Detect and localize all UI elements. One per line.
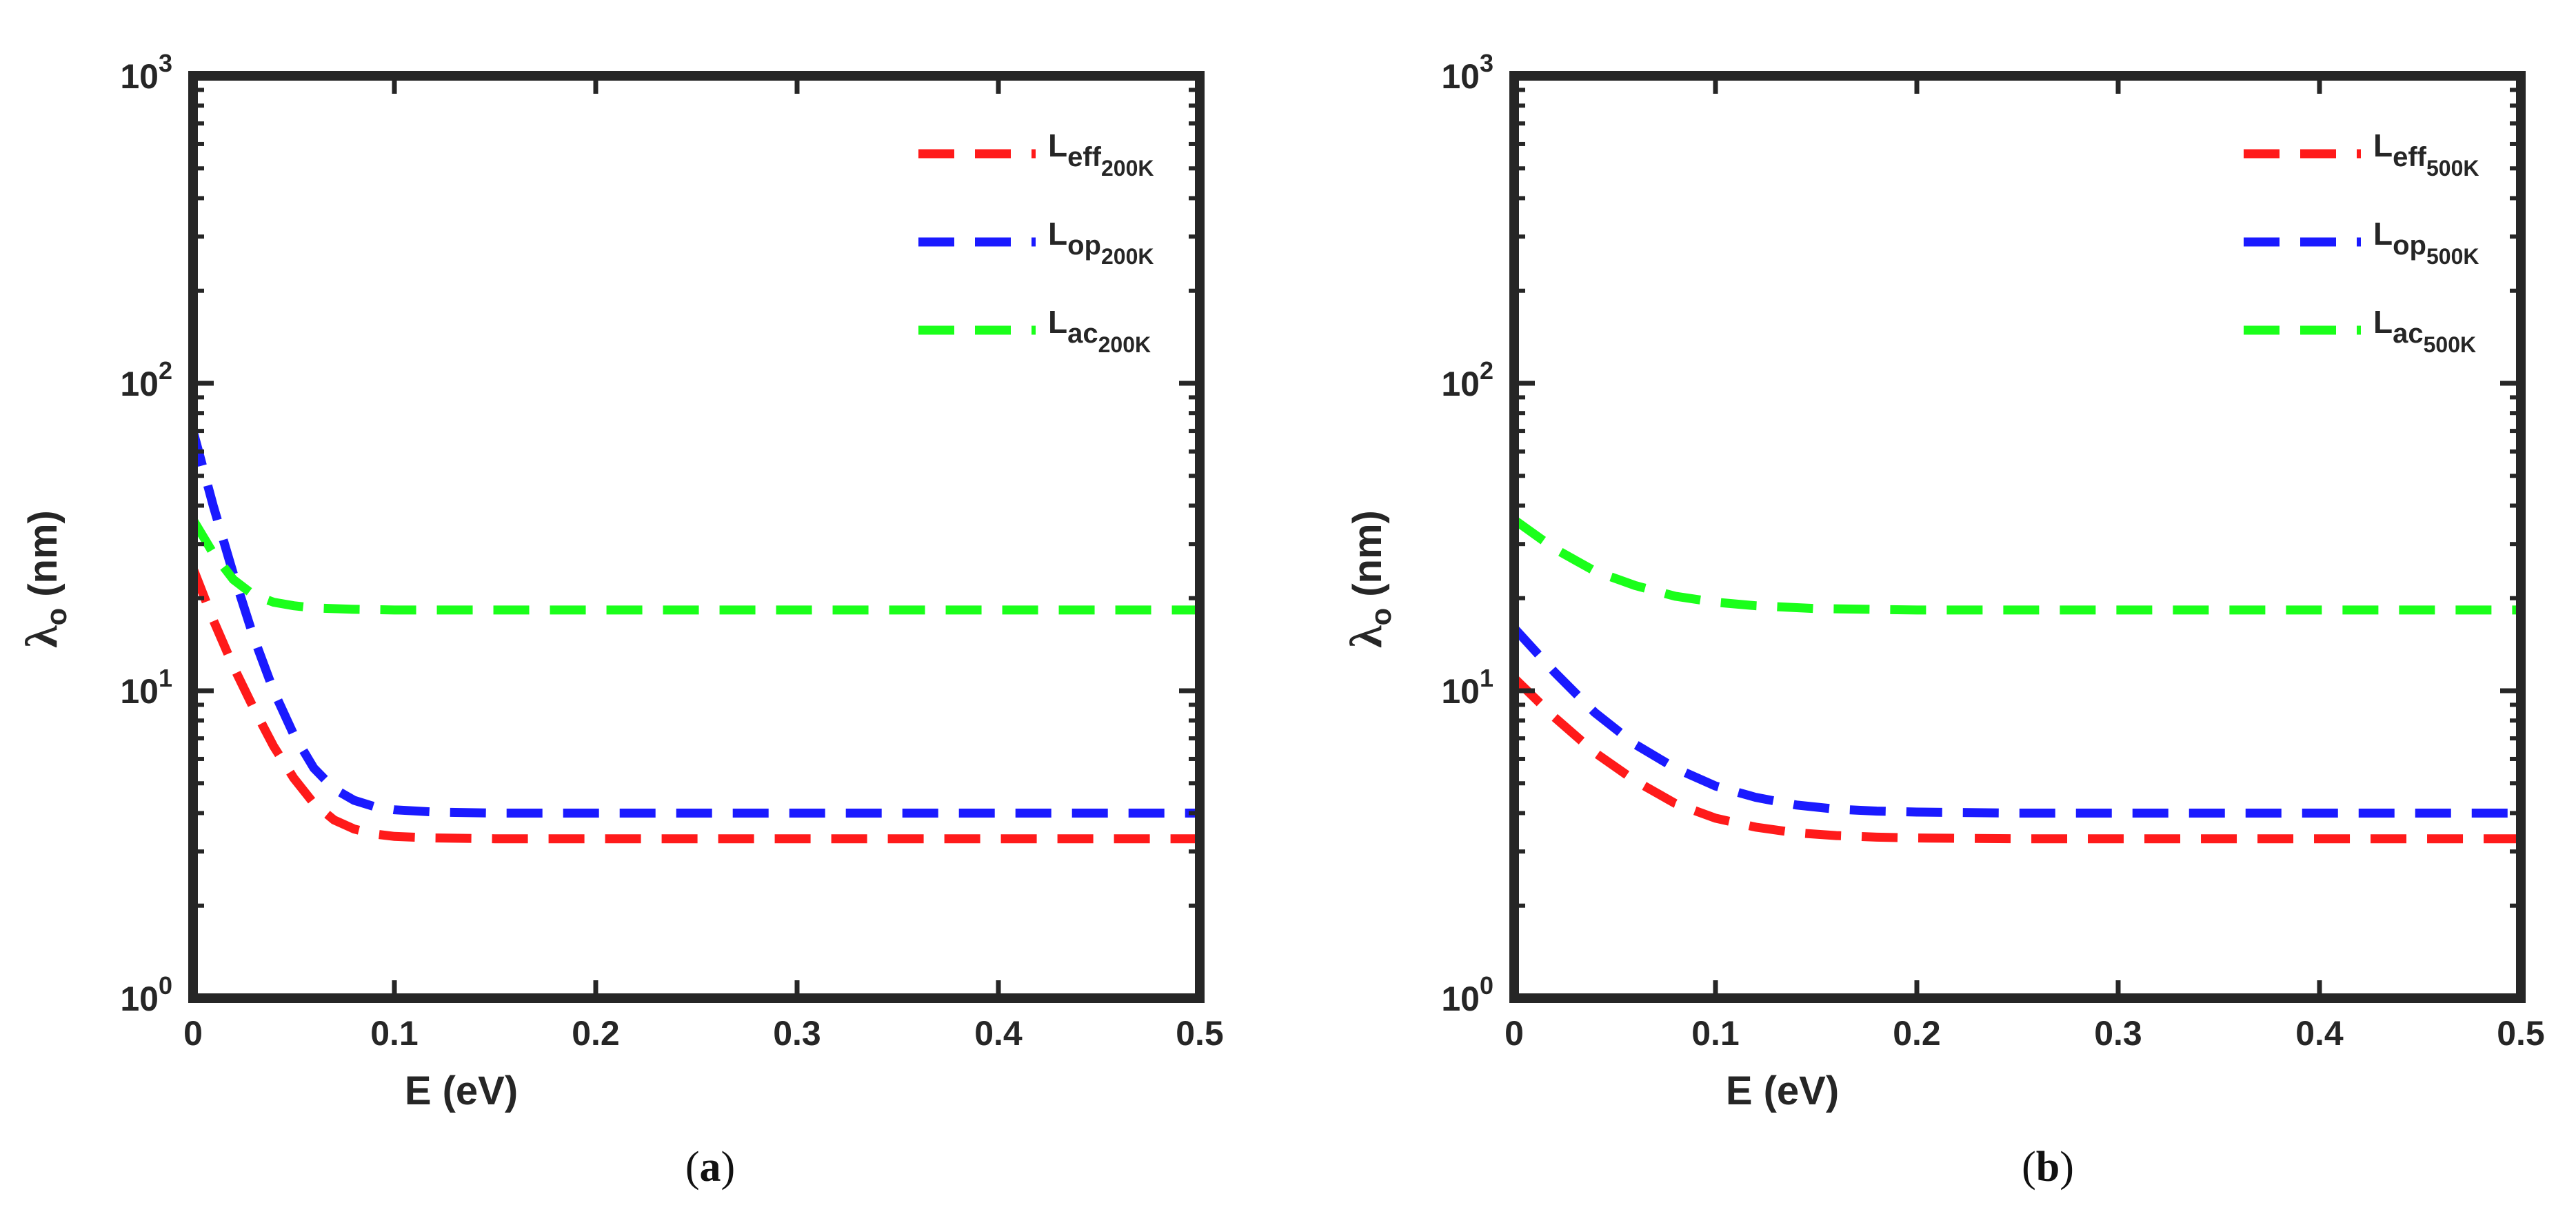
chart-panel-b: 0 0.1 0.2 0.3 0.4 0.5 100 101 102 103 E (eV) λo (n… (1341, 49, 2545, 1191)
x-tick-label: 0.5 (2497, 1014, 2545, 1053)
y-tick-label: 100 (120, 971, 172, 1018)
x-tick-label: 0.2 (572, 1014, 620, 1053)
y-axis-symbol: λ (1341, 625, 1391, 648)
chart-panel-a: 0 0.1 0.2 0.3 0.4 0.5 100 101 102 103 E (eV) λo (n… (17, 49, 1224, 1191)
x-tick-label: 0.4 (974, 1014, 1023, 1053)
labels-layer: 0 0.1 0.2 0.3 0.4 0.5 100 101 102 103 (1441, 49, 2544, 1053)
x-tick-label: 0.1 (370, 1014, 419, 1053)
x-tick-label: 0.2 (1893, 1014, 1941, 1053)
y-tick-label: 100 (1441, 971, 1493, 1018)
legend-label: Leff200K (1048, 128, 1154, 181)
legend-item-ac: Lac200K (918, 304, 1151, 357)
y-tick-label: 103 (120, 49, 172, 96)
y-tick-label: 101 (120, 664, 172, 711)
x-tick-label: 0.3 (2094, 1014, 2142, 1053)
x-tick-label: 0 (1505, 1014, 1524, 1053)
series-line-ac-200K (193, 517, 1200, 615)
legend-item-eff: Leff200K (918, 128, 1154, 181)
x-tick-label: 0 (183, 1014, 203, 1053)
ticks-layer (190, 73, 1203, 1001)
y-axis-title: λo (nm) (1341, 510, 1397, 648)
panel-label: (a) (685, 1144, 735, 1191)
y-tick-label: 102 (1441, 356, 1493, 403)
legend-item-op: Lop500K (2244, 216, 2479, 269)
panel-label: (b) (2022, 1144, 2074, 1191)
x-tick-label: 0.1 (1691, 1014, 1740, 1053)
y-axis-title: λo (nm) (17, 510, 72, 648)
series-layer (193, 429, 1200, 844)
legend-item-op: Lop200K (918, 216, 1154, 269)
x-tick-label: 0.4 (2295, 1014, 2344, 1053)
y-tick-label: 103 (1441, 49, 1493, 96)
legend-item-ac: Lac500K (2244, 304, 2476, 357)
series-line-eff-200K (193, 567, 1200, 844)
series-line-op-500K (1514, 625, 2521, 818)
series-layer (1514, 516, 2521, 844)
axes-frame (188, 71, 1205, 1003)
y-tick-label: 101 (1441, 664, 1493, 711)
legend: Leff200K Lop200K Lac200K (918, 128, 1154, 357)
labels-layer: 0 0.1 0.2 0.3 0.4 0.5 100 101 102 103 (120, 49, 1223, 1053)
x-tick-label: 0.5 (1176, 1014, 1224, 1053)
series-line-eff-500K (1514, 674, 2521, 844)
x-tick-label: 0.3 (773, 1014, 821, 1053)
legend-item-eff: Leff500K (2244, 128, 2479, 181)
x-axis-title: E (eV) (1726, 1069, 1839, 1113)
ticks-layer (1511, 73, 2524, 1001)
legend-label: Lac500K (2373, 304, 2476, 357)
legend-label: Lop200K (1048, 216, 1154, 269)
series-line-op-200K (193, 429, 1200, 818)
x-axis-title: E (eV) (405, 1069, 518, 1113)
legend-label: Lop500K (2373, 216, 2479, 269)
y-axis-subscript: o (40, 608, 72, 626)
y-axis-unit: (nm) (21, 510, 66, 597)
y-axis-unit: (nm) (1345, 510, 1390, 597)
y-axis-subscript: o (1365, 608, 1397, 626)
legend: Leff500K Lop500K Lac500K (2244, 128, 2479, 357)
y-axis-symbol: λ (17, 625, 67, 648)
legend-label: Leff500K (2373, 128, 2479, 181)
legend-label: Lac200K (1048, 304, 1151, 357)
axes-frame (1509, 71, 2526, 1003)
series-line-ac-500K (1514, 516, 2521, 615)
y-tick-label: 102 (120, 356, 172, 403)
